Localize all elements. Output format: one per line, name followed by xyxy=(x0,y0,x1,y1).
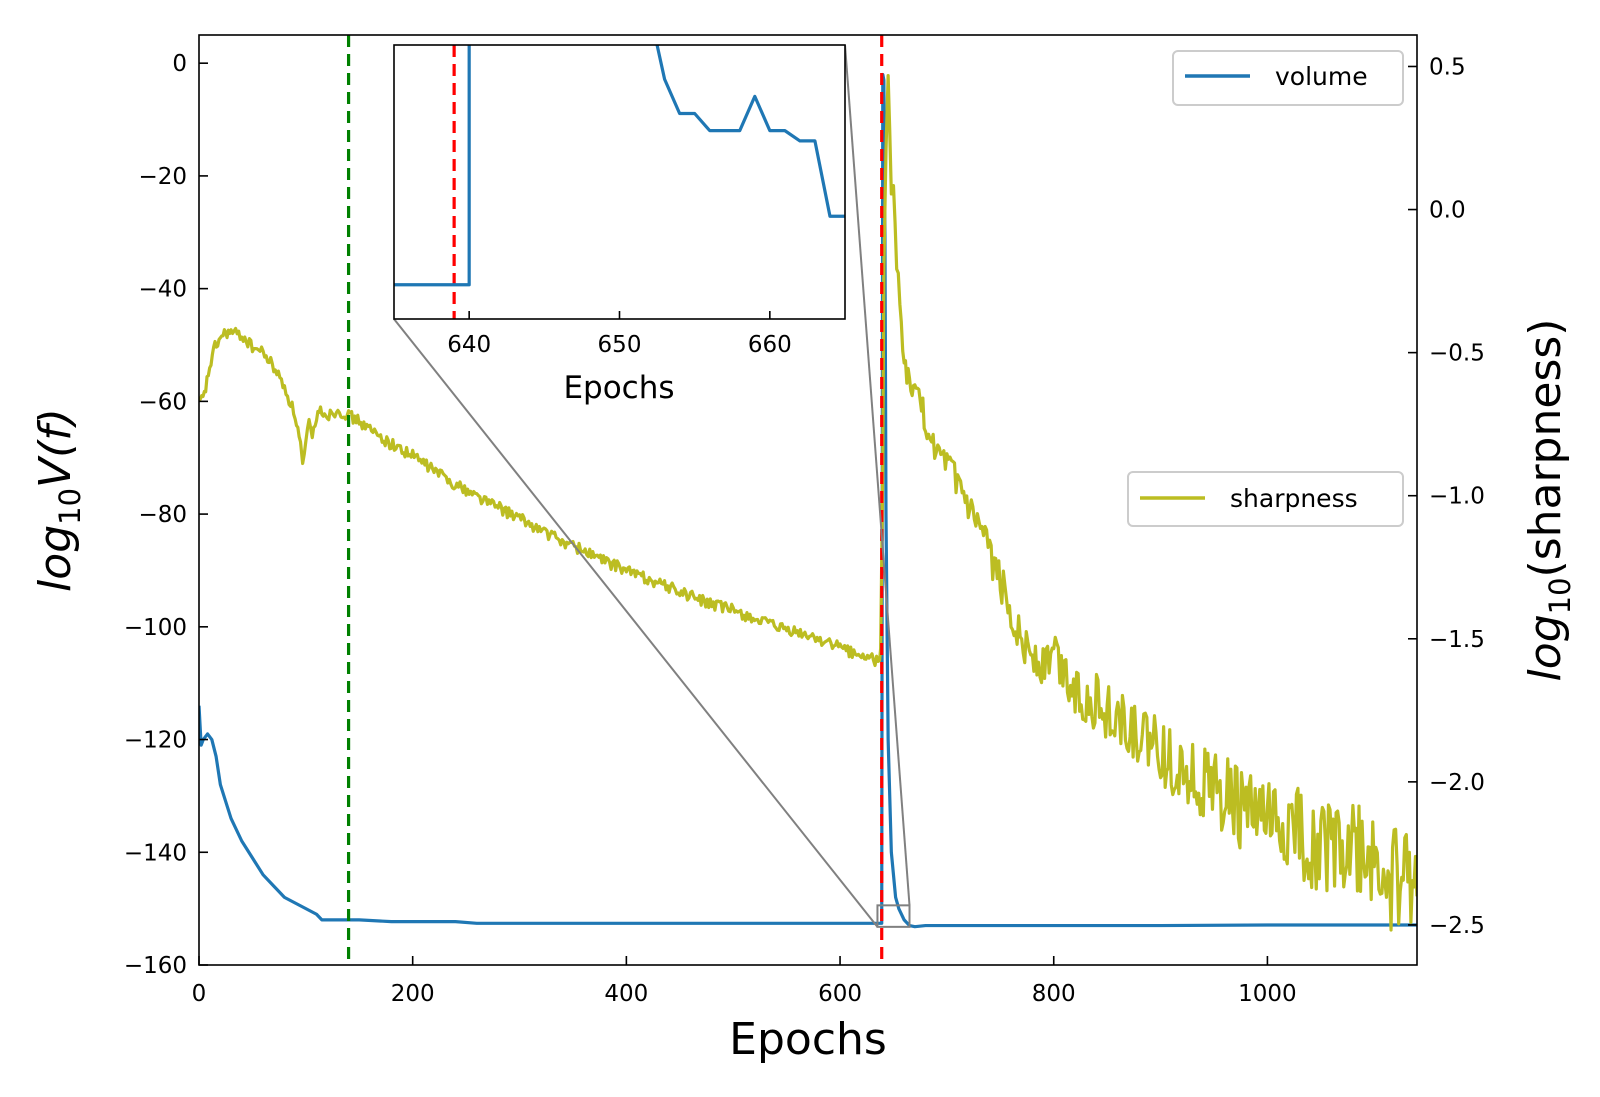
y-left-tick-label: −80 xyxy=(138,502,187,528)
y-right-tick-label: 0.5 xyxy=(1429,54,1466,80)
inset-series-volume-line xyxy=(394,45,845,287)
y-axis-right: 0.5 0.0 −0.5 −1.0 −1.5 −2.0 −2.5 xyxy=(1408,54,1485,939)
y-right-label-base: log xyxy=(1520,614,1571,681)
y-axis-left-label: log10V(f) xyxy=(30,408,87,592)
plot-frame xyxy=(198,34,1418,966)
y-right-tick-label: −2.5 xyxy=(1429,913,1485,939)
series-sharpness-line xyxy=(199,73,1417,932)
zoom-connector-right xyxy=(844,44,911,906)
y-left-tick-label: −120 xyxy=(124,728,187,754)
legend-volume-label: volume xyxy=(1275,62,1368,91)
x-tick-label: 400 xyxy=(604,981,648,1007)
y-right-label-sub: 10 xyxy=(1543,577,1577,614)
legend-sharpness-box xyxy=(1127,471,1404,527)
y-right-tick-label: −0.5 xyxy=(1429,341,1485,367)
inset-x-axis: 640 650 660 xyxy=(447,311,792,358)
y-axis-left: 0 −20 −40 −60 −80 −100 −120 −140 −160 xyxy=(124,51,208,979)
x-tick-label: 200 xyxy=(391,981,435,1007)
legend-sharpness-label: sharpness xyxy=(1230,484,1358,513)
zoom-region-box xyxy=(876,904,911,928)
reference-lines xyxy=(346,35,884,965)
y-right-label-rest: (sharpness) xyxy=(1520,319,1571,578)
legend-volume-box xyxy=(1172,50,1404,106)
y-axis-right-label: log10(sharpness) xyxy=(1520,319,1577,682)
y-left-tick-label: −160 xyxy=(124,953,187,979)
x-axis-label: Epochs xyxy=(729,1014,887,1065)
y-left-label-sub: 10 xyxy=(53,488,87,525)
y-left-tick-label: −140 xyxy=(124,840,187,866)
y-left-tick-label: −100 xyxy=(124,615,187,641)
inset-background xyxy=(394,45,845,319)
x-axis: 0 200 400 600 800 1000 xyxy=(192,956,1297,1007)
legend-volume: volume xyxy=(1172,50,1404,106)
x-tick-label: 1000 xyxy=(1238,981,1297,1007)
zoom-connector-left xyxy=(393,318,879,928)
inset-plot: 640 650 660 Epochs xyxy=(393,44,846,406)
y-right-tick-label: −2.0 xyxy=(1429,770,1485,796)
y-left-tick-label: 0 xyxy=(172,51,187,77)
y-left-tick-label: −40 xyxy=(138,277,187,303)
y-right-tick-label: −1.5 xyxy=(1429,627,1485,653)
y-left-tick-label: −60 xyxy=(138,389,187,415)
x-tick-label: 0 xyxy=(192,981,207,1007)
legend-sharpness: sharpness xyxy=(1127,471,1404,527)
x-tick-label: 600 xyxy=(818,981,862,1007)
inset-x-tick-label: 660 xyxy=(748,332,792,358)
y-left-label-rest: V(f) xyxy=(30,408,81,488)
zoom-connectors xyxy=(393,44,911,928)
inset-series-layer xyxy=(394,45,845,319)
inset-x-axis-label: Epochs xyxy=(563,370,674,406)
y-left-label-base: log xyxy=(30,525,81,592)
y-left-tick-label: −20 xyxy=(138,164,187,190)
y-right-tick-label: −1.0 xyxy=(1429,484,1485,510)
inset-x-tick-label: 640 xyxy=(447,332,491,358)
y-right-tick-label: 0.0 xyxy=(1429,198,1466,224)
x-tick-label: 800 xyxy=(1032,981,1076,1007)
inset-x-tick-label: 650 xyxy=(598,332,642,358)
